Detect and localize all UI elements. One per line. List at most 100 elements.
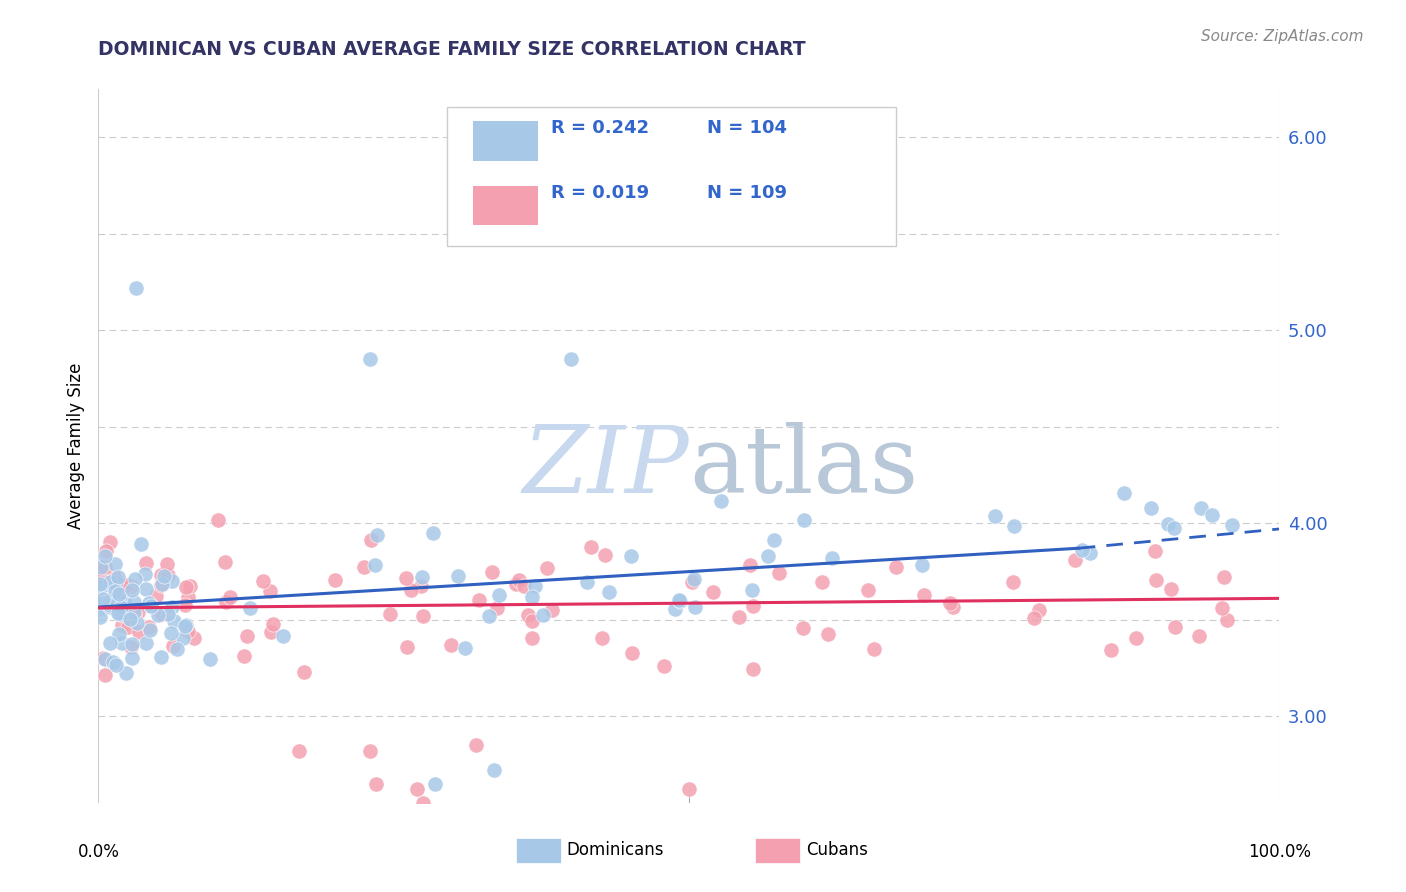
Point <box>1164 620 1187 634</box>
Point <box>120 612 142 626</box>
Point <box>652 659 675 673</box>
Point <box>91 591 114 606</box>
Point <box>1157 516 1180 531</box>
Point <box>110 584 132 599</box>
Point <box>478 608 501 623</box>
Point <box>107 581 129 595</box>
Point <box>522 614 544 628</box>
Text: R = 0.242: R = 0.242 <box>551 120 650 137</box>
Point <box>1001 575 1024 590</box>
Point <box>741 662 763 676</box>
Point <box>1078 546 1101 560</box>
Point <box>1114 485 1136 500</box>
Point <box>235 629 257 643</box>
Point <box>124 607 146 621</box>
Point <box>793 513 815 527</box>
Point <box>353 560 375 574</box>
Point <box>406 782 429 797</box>
Point <box>110 607 132 621</box>
Point <box>111 599 134 613</box>
Point <box>1002 518 1025 533</box>
Point <box>520 591 543 605</box>
Point <box>360 533 382 548</box>
FancyBboxPatch shape <box>447 107 896 246</box>
Point <box>115 666 138 681</box>
Point <box>1070 543 1092 558</box>
Point <box>668 593 690 607</box>
Point <box>160 600 183 615</box>
Point <box>683 572 706 586</box>
Point <box>422 526 444 541</box>
Point <box>108 596 131 610</box>
Point <box>359 744 381 758</box>
Point <box>127 605 149 619</box>
Point <box>1160 582 1182 596</box>
Point <box>252 574 274 588</box>
Point <box>292 665 315 679</box>
Point <box>150 577 173 591</box>
Point <box>90 560 112 574</box>
Point <box>104 557 127 571</box>
Point <box>177 624 200 638</box>
Point <box>378 607 401 621</box>
Point <box>174 618 197 632</box>
Point <box>911 558 934 573</box>
Point <box>89 577 111 591</box>
Point <box>423 776 446 790</box>
Point <box>536 560 558 574</box>
Text: Dominicans: Dominicans <box>567 841 664 859</box>
Text: 0.0%: 0.0% <box>77 843 120 861</box>
Point <box>742 599 765 614</box>
Point <box>505 576 527 591</box>
Point <box>488 588 510 602</box>
Point <box>942 600 965 615</box>
Point <box>454 641 477 656</box>
Point <box>395 640 418 654</box>
Point <box>138 620 160 634</box>
Point <box>139 599 162 613</box>
Point <box>485 601 508 615</box>
Point <box>763 533 786 547</box>
Point <box>103 570 125 584</box>
Point <box>468 592 491 607</box>
Point <box>481 565 503 579</box>
Point <box>134 567 156 582</box>
Point <box>110 599 132 613</box>
Point <box>162 640 184 654</box>
Point <box>409 579 432 593</box>
Point <box>681 575 703 590</box>
Text: Cubans: Cubans <box>806 841 868 859</box>
Point <box>395 571 418 585</box>
Point <box>89 601 111 615</box>
Point <box>101 655 124 669</box>
Point <box>98 600 121 615</box>
Point <box>162 614 184 628</box>
Point <box>1216 614 1239 628</box>
Point <box>179 579 201 593</box>
Point <box>232 649 254 664</box>
Point <box>1139 500 1161 515</box>
Point <box>183 632 205 646</box>
Point <box>117 578 139 592</box>
Point <box>579 540 602 554</box>
Point <box>1024 611 1046 625</box>
Point <box>260 625 283 640</box>
Point <box>288 744 311 758</box>
Point <box>89 610 111 624</box>
Point <box>125 281 148 295</box>
Point <box>94 652 117 666</box>
Point <box>160 574 183 588</box>
Point <box>1213 570 1236 584</box>
Text: 100.0%: 100.0% <box>1249 843 1310 861</box>
Point <box>756 549 779 563</box>
Point <box>273 630 295 644</box>
Point <box>150 607 173 621</box>
Point <box>1187 630 1209 644</box>
Point <box>117 619 139 633</box>
Point <box>156 607 179 622</box>
Point <box>520 631 543 645</box>
Point <box>94 560 117 574</box>
Point <box>104 658 127 673</box>
Point <box>1064 553 1087 567</box>
Point <box>710 493 733 508</box>
